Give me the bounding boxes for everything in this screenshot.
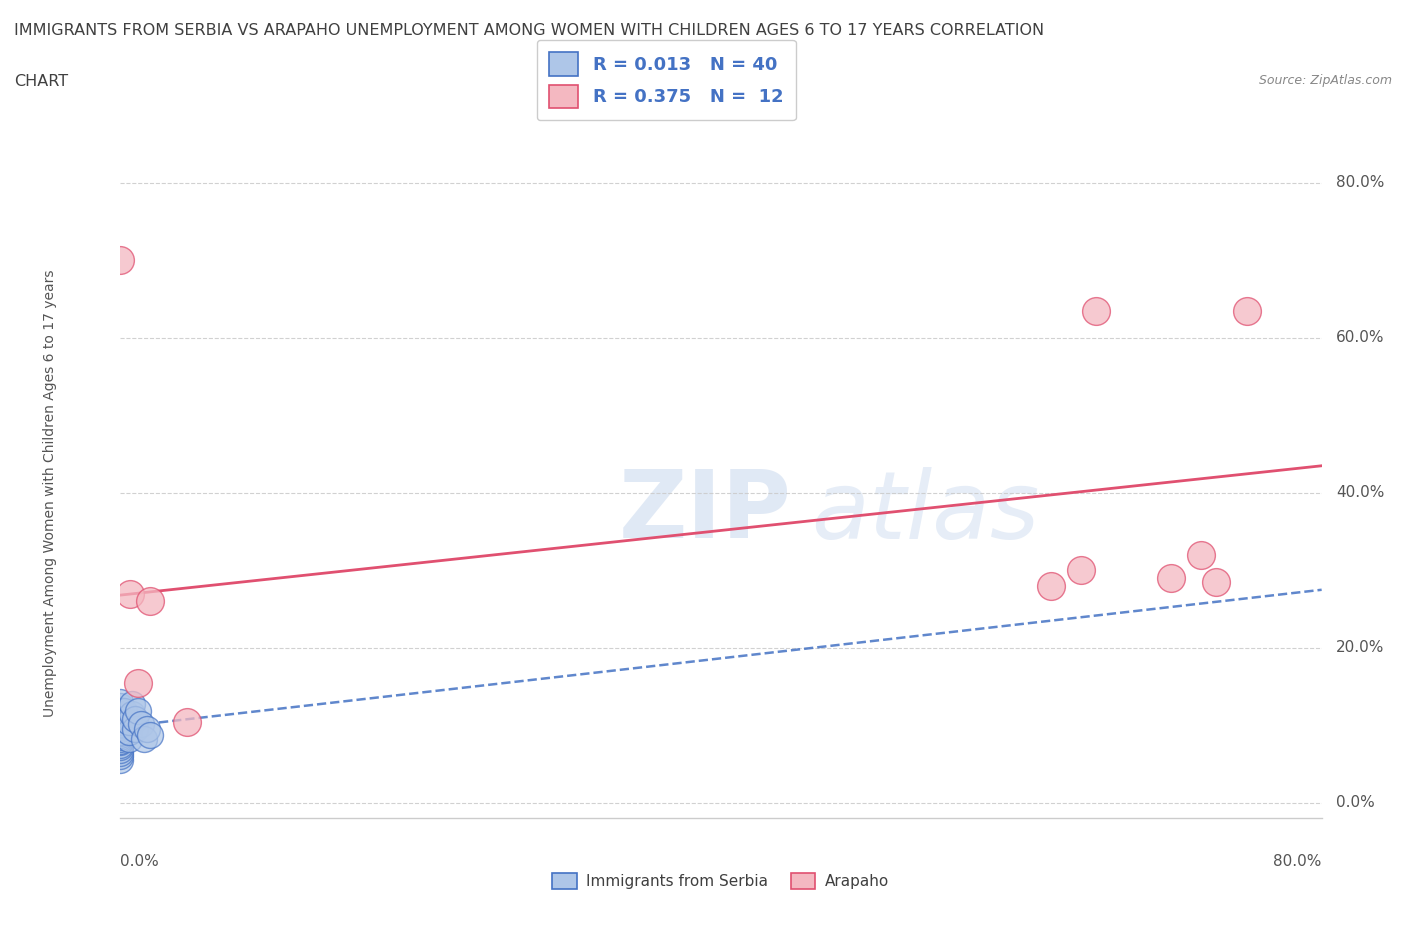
Point <box>124 722 146 737</box>
Point <box>108 724 131 739</box>
Point <box>108 753 131 768</box>
Point <box>132 732 155 747</box>
Point <box>108 711 131 725</box>
Point <box>108 253 131 268</box>
Point <box>121 707 143 722</box>
Point <box>108 702 131 717</box>
Point <box>108 698 131 713</box>
Point <box>138 594 160 609</box>
Text: atlas: atlas <box>811 467 1039 558</box>
Text: Unemployment Among Women with Children Ages 6 to 17 years: Unemployment Among Women with Children A… <box>42 269 56 717</box>
Point <box>108 711 131 726</box>
Point <box>108 732 131 747</box>
Point <box>108 725 131 740</box>
Point <box>1205 575 1227 590</box>
Point <box>129 716 152 731</box>
Legend: Immigrants from Serbia, Arapaho: Immigrants from Serbia, Arapaho <box>547 867 894 896</box>
Point <box>108 729 131 744</box>
Point <box>108 739 131 754</box>
Point <box>108 735 131 750</box>
Point <box>108 714 131 729</box>
Point <box>117 724 139 739</box>
Point <box>127 704 149 719</box>
Text: CHART: CHART <box>14 74 67 89</box>
Point <box>108 727 131 742</box>
Point <box>135 722 157 737</box>
Point <box>1085 303 1108 318</box>
Point <box>108 720 131 735</box>
Point <box>118 586 141 601</box>
Text: 80.0%: 80.0% <box>1274 854 1322 870</box>
Point <box>108 709 131 724</box>
Point <box>108 707 131 722</box>
Point <box>108 745 131 760</box>
Text: 20.0%: 20.0% <box>1336 641 1385 656</box>
Point <box>108 737 131 752</box>
Point <box>1160 571 1182 586</box>
Point <box>124 711 146 726</box>
Point <box>121 697 143 711</box>
Point <box>108 716 131 731</box>
Text: ZIP: ZIP <box>619 467 792 558</box>
Text: 0.0%: 0.0% <box>120 854 159 870</box>
Point <box>1040 578 1063 593</box>
Point <box>108 695 131 710</box>
Point <box>112 704 135 719</box>
Point <box>127 675 149 690</box>
Point <box>108 722 131 737</box>
Point <box>108 743 131 758</box>
Point <box>1236 303 1258 318</box>
Point <box>176 714 198 729</box>
Point <box>108 718 131 733</box>
Text: 40.0%: 40.0% <box>1336 485 1385 500</box>
Point <box>117 732 139 747</box>
Point <box>117 714 139 729</box>
Text: 60.0%: 60.0% <box>1336 330 1385 345</box>
Point <box>1189 548 1212 563</box>
Point <box>138 727 160 742</box>
Point <box>108 749 131 764</box>
Text: IMMIGRANTS FROM SERBIA VS ARAPAHO UNEMPLOYMENT AMONG WOMEN WITH CHILDREN AGES 6 : IMMIGRANTS FROM SERBIA VS ARAPAHO UNEMPL… <box>14 23 1045 38</box>
Text: 0.0%: 0.0% <box>1336 795 1375 810</box>
Point <box>108 704 131 719</box>
Point <box>1070 563 1092 578</box>
Text: 80.0%: 80.0% <box>1336 176 1385 191</box>
Point <box>112 711 135 726</box>
Text: Source: ZipAtlas.com: Source: ZipAtlas.com <box>1258 74 1392 87</box>
Point <box>108 734 131 749</box>
